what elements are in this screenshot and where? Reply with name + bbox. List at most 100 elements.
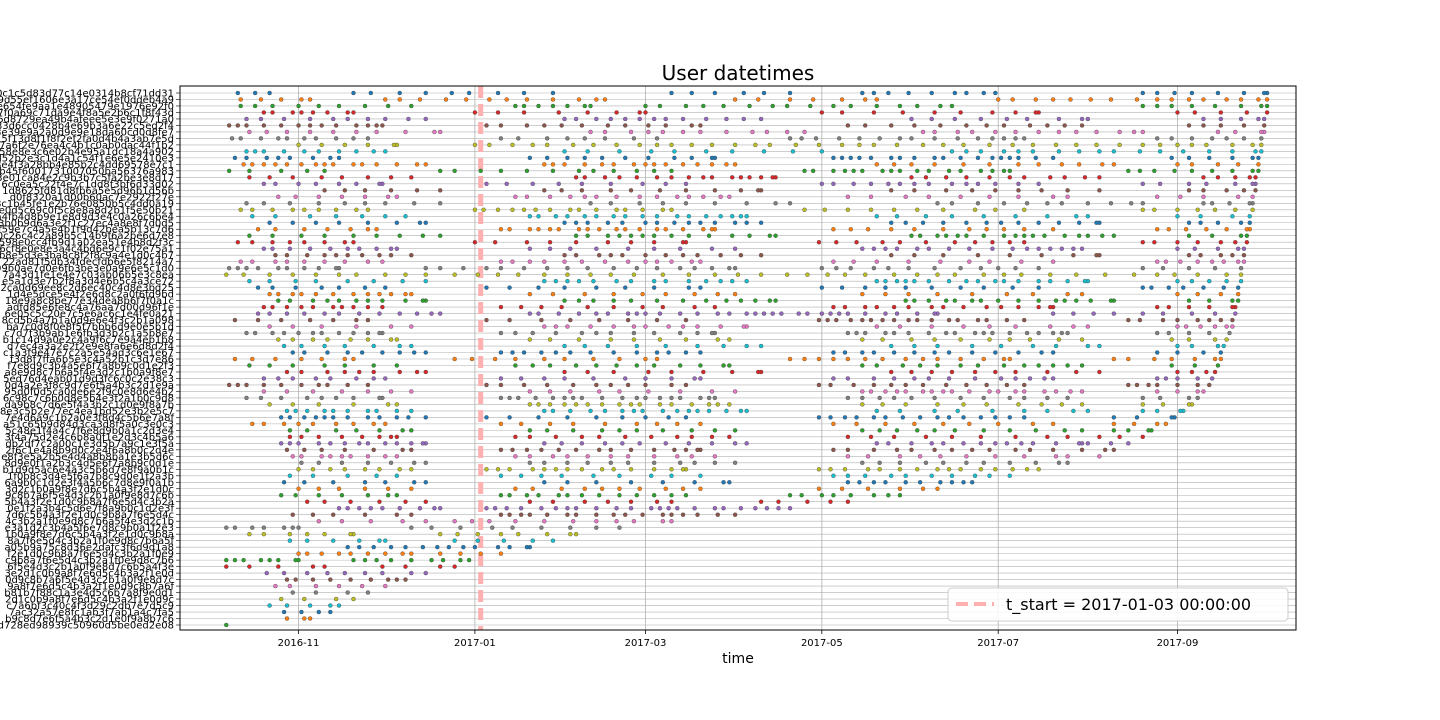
- event-point: [912, 343, 917, 349]
- event-point: [712, 272, 718, 277]
- event-point: [339, 434, 345, 440]
- event-point: [1195, 382, 1200, 388]
- event-point: [305, 538, 310, 543]
- event-point: [1201, 116, 1206, 122]
- event-point: [643, 382, 648, 388]
- event-point: [1048, 272, 1053, 277]
- event-point: [663, 116, 668, 122]
- event-point: [319, 123, 324, 128]
- event-point: [1007, 428, 1012, 433]
- event-point: [354, 324, 359, 329]
- event-point: [738, 506, 744, 511]
- event-point: [614, 227, 619, 232]
- event-point: [281, 525, 287, 530]
- event-point: [608, 116, 613, 122]
- event-point: [1195, 317, 1200, 323]
- event-point: [1175, 207, 1180, 212]
- event-point: [284, 408, 290, 414]
- event-point: [657, 337, 663, 342]
- event-point: [909, 395, 914, 401]
- event-point: [287, 298, 293, 303]
- event-point: [874, 363, 879, 368]
- event-point: [247, 129, 252, 135]
- event-point: [281, 421, 287, 427]
- event-point: [527, 311, 533, 316]
- event-point: [1155, 330, 1160, 336]
- event-point: [1076, 162, 1082, 167]
- event-point: [244, 116, 249, 122]
- event-point: [316, 194, 321, 200]
- event-point: [1111, 233, 1117, 238]
- event-point: [1027, 447, 1033, 453]
- event-point: [602, 421, 608, 427]
- event-point: [365, 136, 371, 141]
- event-point: [1001, 168, 1007, 174]
- event-point: [594, 207, 599, 212]
- event-point: [920, 356, 926, 362]
- event-point: [255, 311, 261, 316]
- event-point: [906, 265, 911, 271]
- event-point: [377, 415, 382, 420]
- event-point: [680, 512, 686, 517]
- event-point: [278, 596, 284, 602]
- event-point: [978, 298, 984, 303]
- event-point: [226, 123, 232, 128]
- event-point: [582, 194, 587, 200]
- event-point: [669, 376, 674, 381]
- event-point: [889, 123, 894, 128]
- event-point: [915, 168, 920, 174]
- event-point: [756, 369, 761, 375]
- event-point: [874, 259, 879, 264]
- event-point: [889, 369, 894, 375]
- event-point: [727, 265, 732, 271]
- event-point: [981, 233, 986, 238]
- event-point: [715, 291, 720, 297]
- event-point: [232, 317, 238, 323]
- event-point: [1074, 214, 1079, 219]
- event-point: [929, 304, 934, 310]
- event-point: [923, 214, 929, 219]
- event-point: [744, 201, 749, 206]
- event-point: [871, 246, 877, 251]
- event-point: [857, 480, 862, 485]
- event-point: [1050, 259, 1056, 264]
- event-point: [273, 583, 278, 589]
- event-point: [938, 103, 943, 109]
- event-point: [472, 544, 478, 550]
- event-point: [354, 207, 359, 212]
- event-point: [351, 596, 356, 602]
- event-point: [562, 116, 567, 122]
- event-point: [643, 220, 648, 225]
- event-point: [1218, 123, 1224, 128]
- event-point: [906, 259, 911, 264]
- event-point: [692, 376, 697, 381]
- event-point: [461, 544, 466, 550]
- event-point: [1013, 376, 1018, 381]
- event-point: [623, 227, 628, 232]
- event-point: [1241, 188, 1247, 193]
- event-point: [290, 512, 295, 517]
- event-point: [585, 227, 590, 232]
- event-point: [579, 395, 585, 401]
- event-point: [1169, 415, 1174, 420]
- event-point: [698, 376, 703, 381]
- user-event-points: [224, 90, 1270, 628]
- event-point: [250, 259, 255, 264]
- event-point: [787, 493, 793, 498]
- event-point: [634, 175, 640, 180]
- event-point: [290, 175, 295, 180]
- event-point: [819, 149, 825, 154]
- event-point: [319, 395, 324, 401]
- y-tick-label: db2df7c2a00c1e3d5b7a9c1e3f5a: [5, 439, 174, 450]
- event-point: [683, 493, 689, 498]
- event-point: [903, 389, 908, 394]
- event-point: [946, 415, 952, 420]
- event-point: [631, 519, 637, 524]
- event-point: [1036, 298, 1041, 303]
- event-point: [400, 278, 405, 284]
- event-point: [831, 259, 836, 264]
- event-point: [333, 252, 339, 258]
- event-point: [351, 291, 356, 297]
- event-point: [709, 265, 715, 271]
- event-point: [1007, 415, 1012, 420]
